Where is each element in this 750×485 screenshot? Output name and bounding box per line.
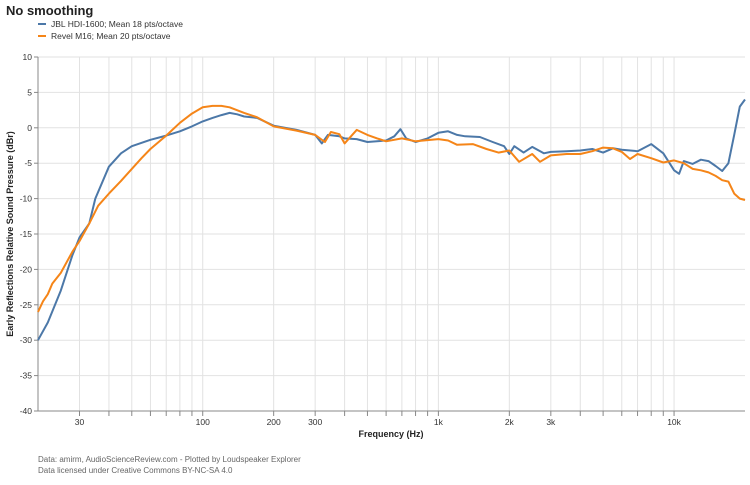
x-tick-label: 100 bbox=[196, 417, 210, 427]
legend-item-jbl[interactable]: JBL HDI-1600; Mean 18 pts/octave bbox=[38, 18, 183, 30]
y-tick-label: 10 bbox=[23, 52, 33, 62]
y-tick-label: -35 bbox=[20, 371, 33, 381]
y-axis-label: Early Reflections Relative Sound Pressur… bbox=[5, 131, 15, 337]
x-tick-label: 200 bbox=[267, 417, 281, 427]
x-tick-label: 1k bbox=[434, 417, 444, 427]
footer-license: Data licensed under Creative Commons BY-… bbox=[38, 466, 233, 475]
x-tick-label: 2k bbox=[505, 417, 515, 427]
y-tick-label: -15 bbox=[20, 229, 33, 239]
y-tick-label: -20 bbox=[20, 264, 33, 274]
x-tick-label: 3k bbox=[546, 417, 556, 427]
x-tick-label: 30 bbox=[75, 417, 85, 427]
y-tick-label: -30 bbox=[20, 335, 33, 345]
series-line-jbl[interactable] bbox=[37, 98, 746, 341]
footer-credit: Data: amirm, AudioScienceReview.com - Pl… bbox=[38, 455, 301, 464]
x-tick-label: 300 bbox=[308, 417, 322, 427]
legend: JBL HDI-1600; Mean 18 pts/octave Revel M… bbox=[38, 18, 183, 42]
legend-swatch-revel bbox=[38, 35, 46, 37]
legend-item-revel[interactable]: Revel M16; Mean 20 pts/octave bbox=[38, 30, 183, 42]
legend-label-jbl: JBL HDI-1600; Mean 18 pts/octave bbox=[51, 19, 183, 29]
y-tick-label: 0 bbox=[27, 123, 32, 133]
chart-title: No smoothing bbox=[6, 3, 94, 18]
y-tick-label: -10 bbox=[20, 194, 33, 204]
y-tick-label: -40 bbox=[20, 406, 33, 416]
y-tick-label: 5 bbox=[27, 87, 32, 97]
legend-swatch-jbl bbox=[38, 23, 46, 25]
y-tick-label: -5 bbox=[24, 158, 32, 168]
x-tick-label: 10k bbox=[667, 417, 681, 427]
legend-label-revel: Revel M16; Mean 20 pts/octave bbox=[51, 31, 171, 41]
y-tick-label: -25 bbox=[20, 300, 33, 310]
series-line-revel[interactable] bbox=[37, 104, 746, 313]
x-axis-label: Frequency (Hz) bbox=[358, 429, 423, 439]
